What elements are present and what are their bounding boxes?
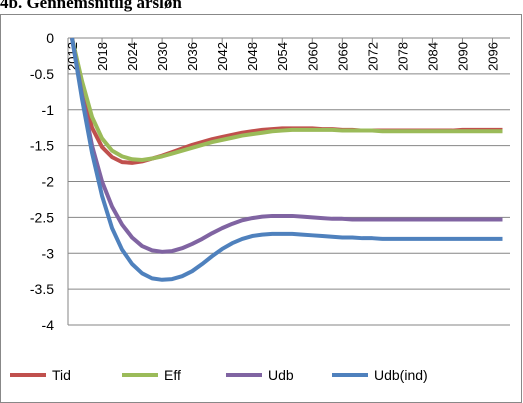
y-tick-label: -3.5 xyxy=(30,281,54,297)
x-tick-label: 2096 xyxy=(485,42,500,71)
x-tick-label: 2030 xyxy=(155,42,170,71)
y-tick-label: -4 xyxy=(42,317,55,333)
series-line xyxy=(70,37,503,254)
x-tick-label: 2048 xyxy=(245,42,260,71)
chart-title: 4b. Gennemsnitlig årsløn xyxy=(0,0,182,12)
y-tick-label: 0 xyxy=(46,30,54,46)
legend-label: Tid xyxy=(52,367,71,383)
x-tick-label: 2036 xyxy=(185,42,200,71)
legend-label: Udb xyxy=(268,367,294,383)
x-tick-label: 2078 xyxy=(395,42,410,71)
y-tick-label: -1 xyxy=(42,102,55,118)
x-tick-label: 2072 xyxy=(365,42,380,71)
x-tick-label: 2060 xyxy=(305,42,320,71)
legend-label: Eff xyxy=(164,367,181,383)
x-tick-label: 2024 xyxy=(125,42,140,71)
x-tick-label: 2084 xyxy=(425,42,440,71)
y-tick-label: -1.5 xyxy=(30,138,54,154)
x-tick-label: 2090 xyxy=(455,42,470,71)
x-tick-label: 2042 xyxy=(215,42,230,71)
x-tick-label: 2054 xyxy=(275,42,290,71)
y-tick-label: -0.5 xyxy=(30,66,54,82)
y-tick-label: -2.5 xyxy=(30,209,54,225)
series-line xyxy=(70,37,503,162)
series-line xyxy=(70,37,503,282)
y-tick-label: -3 xyxy=(42,245,55,261)
legend-label: Udb(ind) xyxy=(374,367,428,383)
x-tick-label: 2066 xyxy=(335,42,350,71)
y-tick-label: -2 xyxy=(42,174,55,190)
x-tick-label: 2018 xyxy=(95,42,110,71)
